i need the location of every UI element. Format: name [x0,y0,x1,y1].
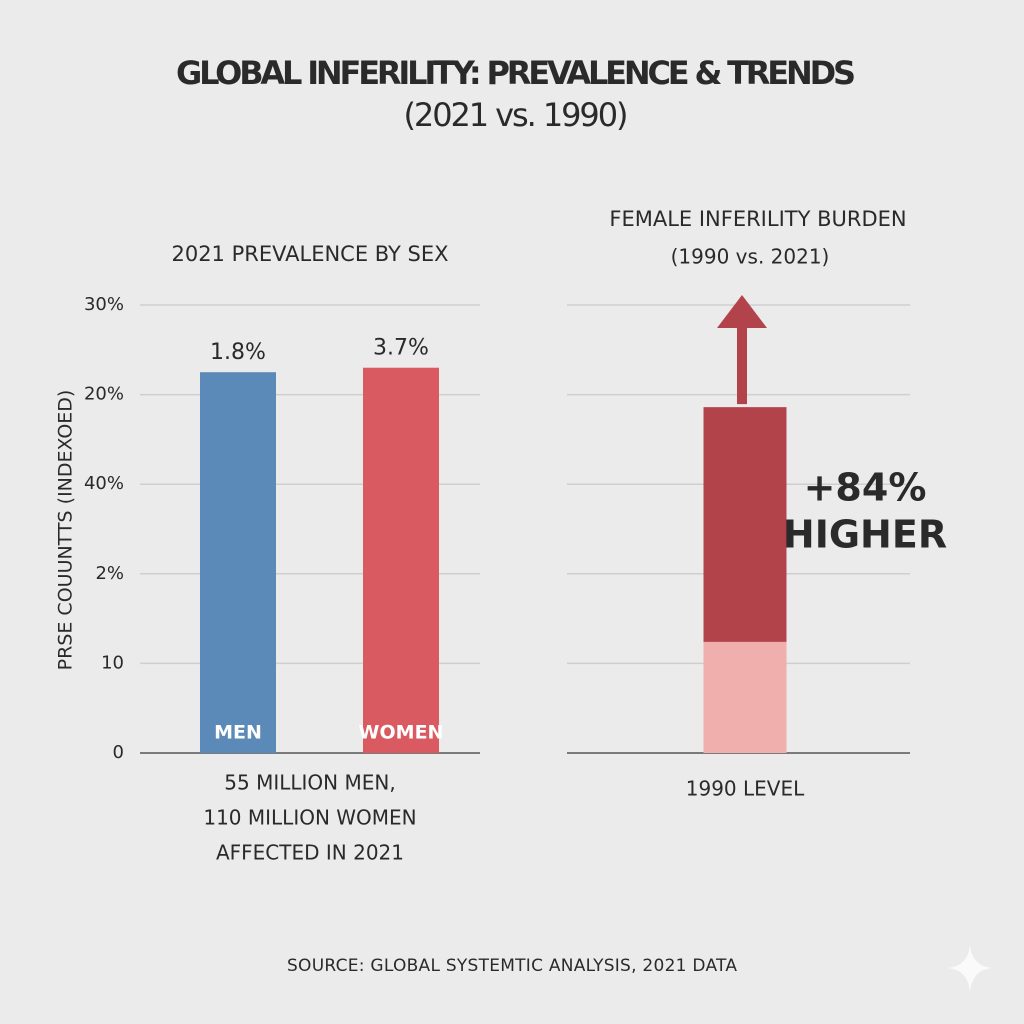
bar [200,372,276,753]
subtitle: (2021 vs. 1990) [404,96,629,134]
segment-label: 1990 LEVEL [686,777,805,801]
bar [363,367,439,753]
caption: 55 MILLION MEN, [224,771,395,795]
panel-title: FEMALE INFERILITY BURDEN [609,207,906,231]
annotation: HIGHER [783,513,947,557]
bar-category-label: WOMEN [359,722,444,744]
y-tick-label: 20% [84,384,124,405]
y-tick-label: 2% [95,563,124,584]
bar-segment [703,641,787,753]
panel-subtitle: (1990 vs. 2021) [671,245,830,269]
caption: 110 MILLION WOMEN [203,806,416,830]
panel-title: 2021 PREVALENCE BY SEX [171,242,448,266]
caption: AFFECTED IN 2021 [216,841,404,865]
bar-category-label: MEN [214,722,262,744]
y-axis-label: PRSE COUUNTTS (INDEXOED) [55,390,77,671]
bar-annotation: 3.7% [373,336,429,361]
bar-segment [703,407,787,642]
annotation: +84% [804,466,927,510]
bar-annotation: 1.8% [210,340,266,365]
y-tick-label: 30% [84,294,124,315]
y-tick-label: 0 [113,742,124,763]
source: SOURCE: GLOBAL SYSTEMTIC ANALYSIS, 2021 … [287,956,737,976]
title: GLOBAL INFERILITY: PREVALENCE & TRENDS [176,54,856,92]
y-tick-label: 40% [84,473,124,494]
sparkle-icon [948,945,992,992]
arrow-head [717,295,767,328]
y-tick-label: 10 [101,652,124,673]
